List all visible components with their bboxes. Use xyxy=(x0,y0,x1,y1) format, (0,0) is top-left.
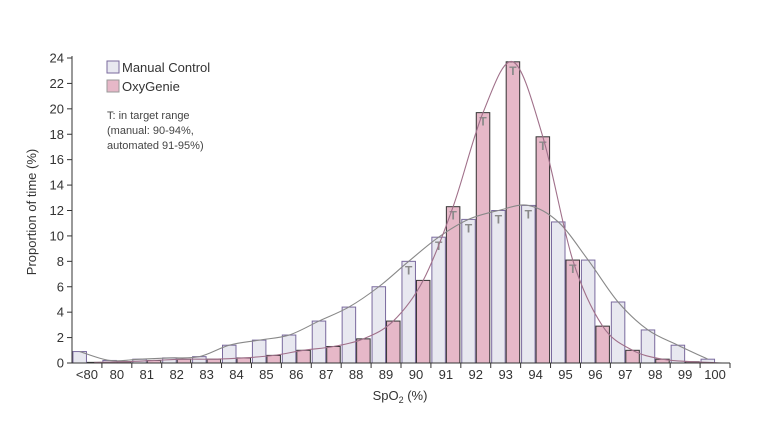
bar-manual xyxy=(640,329,656,364)
x-axis-label-main: SpO xyxy=(373,388,399,403)
y-tick-label: 14 xyxy=(50,178,64,193)
target-marker: T xyxy=(465,221,473,235)
bar-manual xyxy=(580,259,596,364)
target-marker: T xyxy=(435,239,443,253)
y-tick-label: 6 xyxy=(57,279,64,294)
bar-manual xyxy=(281,334,297,364)
x-tick-label: 98 xyxy=(648,367,662,382)
annotation: T: in target range (manual: 90-94%, auto… xyxy=(107,110,204,152)
x-tick-label: 83 xyxy=(199,367,213,382)
target-marker: T xyxy=(509,64,517,78)
bar-manual xyxy=(461,218,476,364)
bar-oxygenie xyxy=(296,349,311,364)
bar-oxygenie xyxy=(386,320,401,364)
x-tick-label: 86 xyxy=(289,367,303,382)
x-tick-label: 82 xyxy=(169,367,183,382)
bar-oxygenie xyxy=(356,338,371,364)
y-tick-label: 10 xyxy=(50,228,64,243)
annotation-line-2: (manual: 90-94%, xyxy=(107,125,194,137)
x-tick-label: 92 xyxy=(469,367,483,382)
y-tick-label: 16 xyxy=(50,152,64,167)
y-tick-label: 8 xyxy=(57,254,64,269)
annotation-line-1: T: in target range xyxy=(107,110,190,122)
x-tick-label: 99 xyxy=(678,367,692,382)
y-tick-label: 24 xyxy=(50,51,64,66)
x-tick-label: 88 xyxy=(349,367,363,382)
legend-label-oxygenie: OxyGenie xyxy=(122,79,180,94)
x-tick-label: 89 xyxy=(379,367,393,382)
x-axis-label: SpO2 (%) xyxy=(373,388,428,405)
x-tick-label: 94 xyxy=(528,367,542,382)
x-tick-label: 87 xyxy=(319,367,333,382)
bar-oxygenie xyxy=(505,61,521,364)
bar-oxygenie xyxy=(535,136,551,364)
bar-manual xyxy=(222,344,237,364)
target-marker: T xyxy=(539,139,547,153)
y-tick-label: 4 xyxy=(57,305,64,320)
annotation-line-3: automated 91-95%) xyxy=(107,140,204,152)
x-tick-label: 90 xyxy=(409,367,423,382)
y-tick-label: 12 xyxy=(50,203,64,218)
target-marker: T xyxy=(525,207,533,221)
x-tick-label: 97 xyxy=(618,367,632,382)
bar-oxygenie xyxy=(266,354,281,364)
curve-oxygenie xyxy=(94,61,723,364)
bar-manual xyxy=(371,286,387,364)
legend-swatch-manual xyxy=(106,60,120,74)
y-tick-label: 18 xyxy=(50,127,64,142)
bar-manual xyxy=(551,221,566,364)
x-axis-label-sub: 2 xyxy=(399,395,404,405)
bar-oxygenie xyxy=(326,345,341,364)
curves xyxy=(79,61,723,364)
target-marker: T xyxy=(495,213,503,227)
bar-manual xyxy=(311,320,327,364)
x-axis-label-unit: (%) xyxy=(404,388,428,403)
x-tick-label: 91 xyxy=(439,367,453,382)
x-tick-label: 85 xyxy=(259,367,273,382)
y-tick-label: 22 xyxy=(50,76,64,91)
x-tick-label: <80 xyxy=(76,367,98,382)
target-marker: T xyxy=(405,263,413,277)
x-tick-label: 80 xyxy=(110,367,124,382)
x-tick-label: 100 xyxy=(704,367,726,382)
bar-manual xyxy=(341,306,357,364)
bar-oxygenie xyxy=(415,279,431,364)
bar-oxygenie xyxy=(475,112,491,364)
target-marker: T xyxy=(479,115,487,129)
bar-manual xyxy=(610,301,626,364)
x-tick-label: 81 xyxy=(140,367,154,382)
y-tick-label: 20 xyxy=(50,101,64,116)
legend-swatch-oxygenie xyxy=(106,79,120,93)
bar-manual xyxy=(251,339,267,364)
y-tick-label: 2 xyxy=(57,330,64,345)
legend: Manual Control OxyGenie xyxy=(106,60,210,94)
bar-manual xyxy=(491,210,506,364)
curve-manual xyxy=(79,204,709,362)
legend-label-manual: Manual Control xyxy=(122,60,210,75)
x-tick-label: 84 xyxy=(229,367,243,382)
bar-manual xyxy=(521,204,536,364)
x-tick-label: 95 xyxy=(558,367,572,382)
y-axis-label: Proportion of time (%) xyxy=(24,149,39,275)
x-tick-label: 96 xyxy=(588,367,602,382)
x-tick-label: 93 xyxy=(498,367,512,382)
y-tick-label: 0 xyxy=(57,356,64,371)
target-marker: T xyxy=(449,209,457,223)
target-marker: T xyxy=(569,262,577,276)
